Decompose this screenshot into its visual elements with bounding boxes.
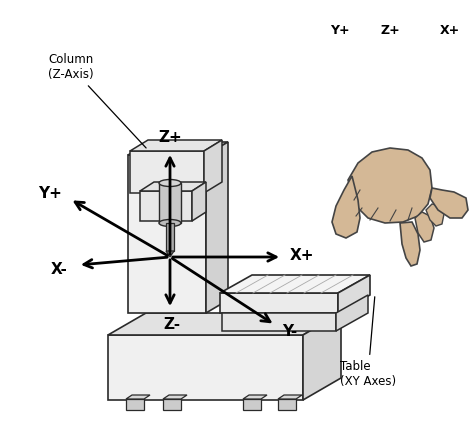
Bar xyxy=(243,399,261,410)
Bar xyxy=(166,223,174,251)
Polygon shape xyxy=(400,222,420,266)
Bar xyxy=(108,335,303,400)
Polygon shape xyxy=(426,204,444,226)
Polygon shape xyxy=(130,140,222,151)
Polygon shape xyxy=(204,140,222,193)
Polygon shape xyxy=(415,212,434,242)
Ellipse shape xyxy=(159,179,181,187)
Polygon shape xyxy=(140,182,206,191)
Polygon shape xyxy=(166,251,174,257)
Polygon shape xyxy=(348,148,432,223)
Text: X-: X- xyxy=(51,262,68,276)
Text: Column
(Z-Axis): Column (Z-Axis) xyxy=(48,53,146,148)
Polygon shape xyxy=(338,275,370,313)
Polygon shape xyxy=(206,142,228,313)
Polygon shape xyxy=(303,313,341,400)
Bar xyxy=(140,191,192,221)
Polygon shape xyxy=(128,142,228,155)
Polygon shape xyxy=(126,395,150,399)
Bar xyxy=(278,399,296,410)
Polygon shape xyxy=(278,395,302,399)
Bar xyxy=(126,399,144,410)
Polygon shape xyxy=(430,188,468,218)
Bar xyxy=(159,183,181,223)
Text: Z-: Z- xyxy=(164,317,181,332)
Polygon shape xyxy=(336,295,368,331)
Bar xyxy=(130,151,204,193)
Text: X+: X+ xyxy=(440,24,460,36)
Bar xyxy=(128,155,206,313)
Text: Y-: Y- xyxy=(282,324,297,339)
Text: Table
(XY Axes): Table (XY Axes) xyxy=(340,297,396,388)
Polygon shape xyxy=(220,275,370,293)
Text: Z+: Z+ xyxy=(380,24,400,36)
Polygon shape xyxy=(192,182,206,221)
Text: Z+: Z+ xyxy=(158,130,182,145)
Bar xyxy=(163,399,181,410)
Bar xyxy=(222,313,336,331)
Text: X+: X+ xyxy=(290,247,315,262)
Polygon shape xyxy=(108,313,341,335)
Bar xyxy=(220,293,338,313)
Ellipse shape xyxy=(159,220,181,226)
Text: Y+: Y+ xyxy=(330,24,350,36)
Polygon shape xyxy=(163,395,187,399)
Polygon shape xyxy=(332,176,360,238)
Text: Y+: Y+ xyxy=(38,185,62,200)
Polygon shape xyxy=(243,395,267,399)
